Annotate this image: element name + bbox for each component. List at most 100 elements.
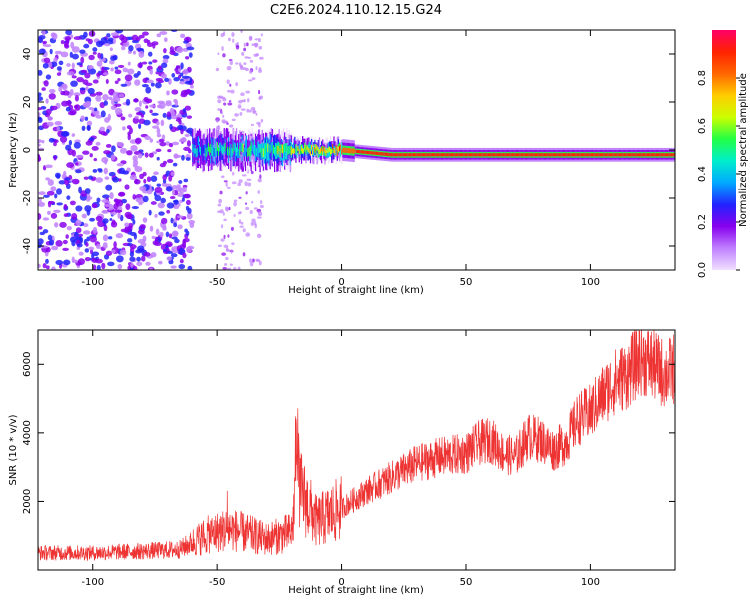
noise-speckle	[227, 37, 231, 42]
spectrogram-cell	[659, 153, 661, 157]
noise-speckle	[221, 46, 224, 51]
spectrogram-cell	[406, 153, 408, 157]
noise-speckle	[54, 50, 63, 55]
noise-speckle	[103, 100, 108, 106]
noise-speckle	[183, 193, 191, 199]
spectrogram-cell	[542, 153, 545, 157]
noise-speckle	[166, 256, 173, 261]
noise-speckle	[148, 61, 153, 65]
spectrogram-cell	[611, 153, 613, 157]
spectrogram-cell	[329, 149, 332, 155]
noise-speckle	[61, 83, 67, 89]
spectrogram-cell	[385, 152, 388, 156]
noise-speckle	[239, 211, 242, 214]
noise-speckle	[134, 115, 139, 119]
spectrogram-cell	[405, 153, 407, 157]
noise-speckle	[233, 267, 237, 270]
spectrogram-cell	[436, 153, 438, 157]
colorbar-tick-label: 0.0	[697, 262, 708, 278]
spectrogram-cell	[267, 144, 269, 161]
spectrogram-cell	[447, 153, 449, 157]
noise-speckle	[230, 89, 235, 94]
spectrogram-cell	[525, 153, 528, 157]
snr-x-ticks: -100 -50 0 50 100	[81, 330, 600, 588]
spectrogram-cell	[536, 153, 538, 157]
noise-speckle	[51, 266, 56, 270]
spectrogram-cell	[593, 153, 595, 157]
spectrogram-cell	[487, 153, 490, 157]
noise-speckle	[38, 107, 43, 111]
noise-speckle	[88, 106, 95, 111]
spectrogram-cell	[315, 146, 317, 156]
noise-speckle	[169, 50, 176, 56]
noise-speckle	[124, 74, 133, 82]
noise-speckle	[55, 239, 63, 247]
spectrogram-cell	[287, 146, 289, 155]
spectrogram-cell	[193, 138, 195, 155]
spectrogram-cell	[418, 153, 420, 157]
spectrogram-cell	[489, 153, 491, 157]
spectrogram-cell	[308, 148, 311, 154]
noise-speckle	[69, 88, 74, 96]
spectrogram-cell	[238, 149, 240, 158]
noise-speckle	[186, 212, 193, 220]
noise-speckle	[38, 69, 43, 76]
noise-speckle	[41, 87, 46, 91]
spectrogram-cell	[225, 147, 228, 157]
spectrogram-cell	[516, 153, 519, 157]
spectrogram-cell	[534, 153, 537, 157]
noise-speckle	[103, 72, 109, 76]
noise-speckle	[64, 180, 70, 186]
noise-speckle	[53, 139, 59, 144]
spectrogram-cell	[672, 153, 674, 157]
spectrogram-cell	[548, 153, 550, 157]
noise-speckle	[152, 43, 156, 49]
spectrogram-cell	[599, 153, 602, 157]
noise-speckle	[46, 121, 54, 127]
noise-speckle	[173, 98, 178, 103]
spectrogram-cell	[323, 146, 325, 157]
noise-speckle	[256, 233, 262, 239]
noise-speckle	[221, 252, 227, 256]
spectrogram-cell	[419, 153, 421, 157]
noise-speckle	[251, 218, 256, 223]
noise-speckle	[229, 124, 234, 128]
noise-speckle	[38, 226, 43, 230]
spectrogram-cell	[458, 153, 461, 157]
noise-speckle	[145, 261, 151, 266]
noise-speckle	[257, 190, 260, 194]
spectrogram-cell	[594, 153, 596, 157]
noise-speckle	[250, 221, 255, 227]
noise-speckle	[178, 180, 183, 184]
spectrogram-cell	[368, 150, 370, 155]
noise-speckle	[103, 43, 111, 47]
noise-speckle	[50, 105, 58, 111]
spectrogram-cell	[271, 144, 274, 154]
noise-speckle	[39, 231, 45, 236]
noise-speckle	[150, 201, 157, 205]
spectrogram-cell	[632, 153, 634, 157]
noise-speckle	[152, 240, 159, 246]
spectrogram-marks	[38, 30, 675, 270]
noise-speckle	[71, 62, 75, 70]
noise-speckle	[185, 246, 193, 253]
spectrogram-cell	[266, 139, 268, 156]
noise-speckle	[96, 60, 103, 67]
noise-speckle	[84, 205, 92, 212]
noise-speckle	[244, 202, 248, 205]
noise-speckle	[227, 102, 233, 106]
y-tick-label: 20	[22, 96, 33, 109]
spectrogram-y-axis-label: Frequency (Hz)	[8, 112, 19, 188]
spectrogram-cell	[615, 153, 617, 157]
spectrogram-cell	[261, 143, 263, 160]
noise-speckle	[49, 48, 53, 55]
noise-speckle	[117, 64, 125, 69]
noise-speckle	[93, 107, 98, 112]
spectrogram-cell	[508, 153, 510, 157]
colorbar: 0.0 0.2 0.4 0.6 0.8 Normalized spectral ampl…	[697, 30, 749, 278]
noise-speckle	[65, 144, 72, 151]
noise-speckle	[38, 92, 42, 97]
spectrogram-cell	[401, 153, 403, 157]
noise-speckle	[242, 228, 246, 233]
